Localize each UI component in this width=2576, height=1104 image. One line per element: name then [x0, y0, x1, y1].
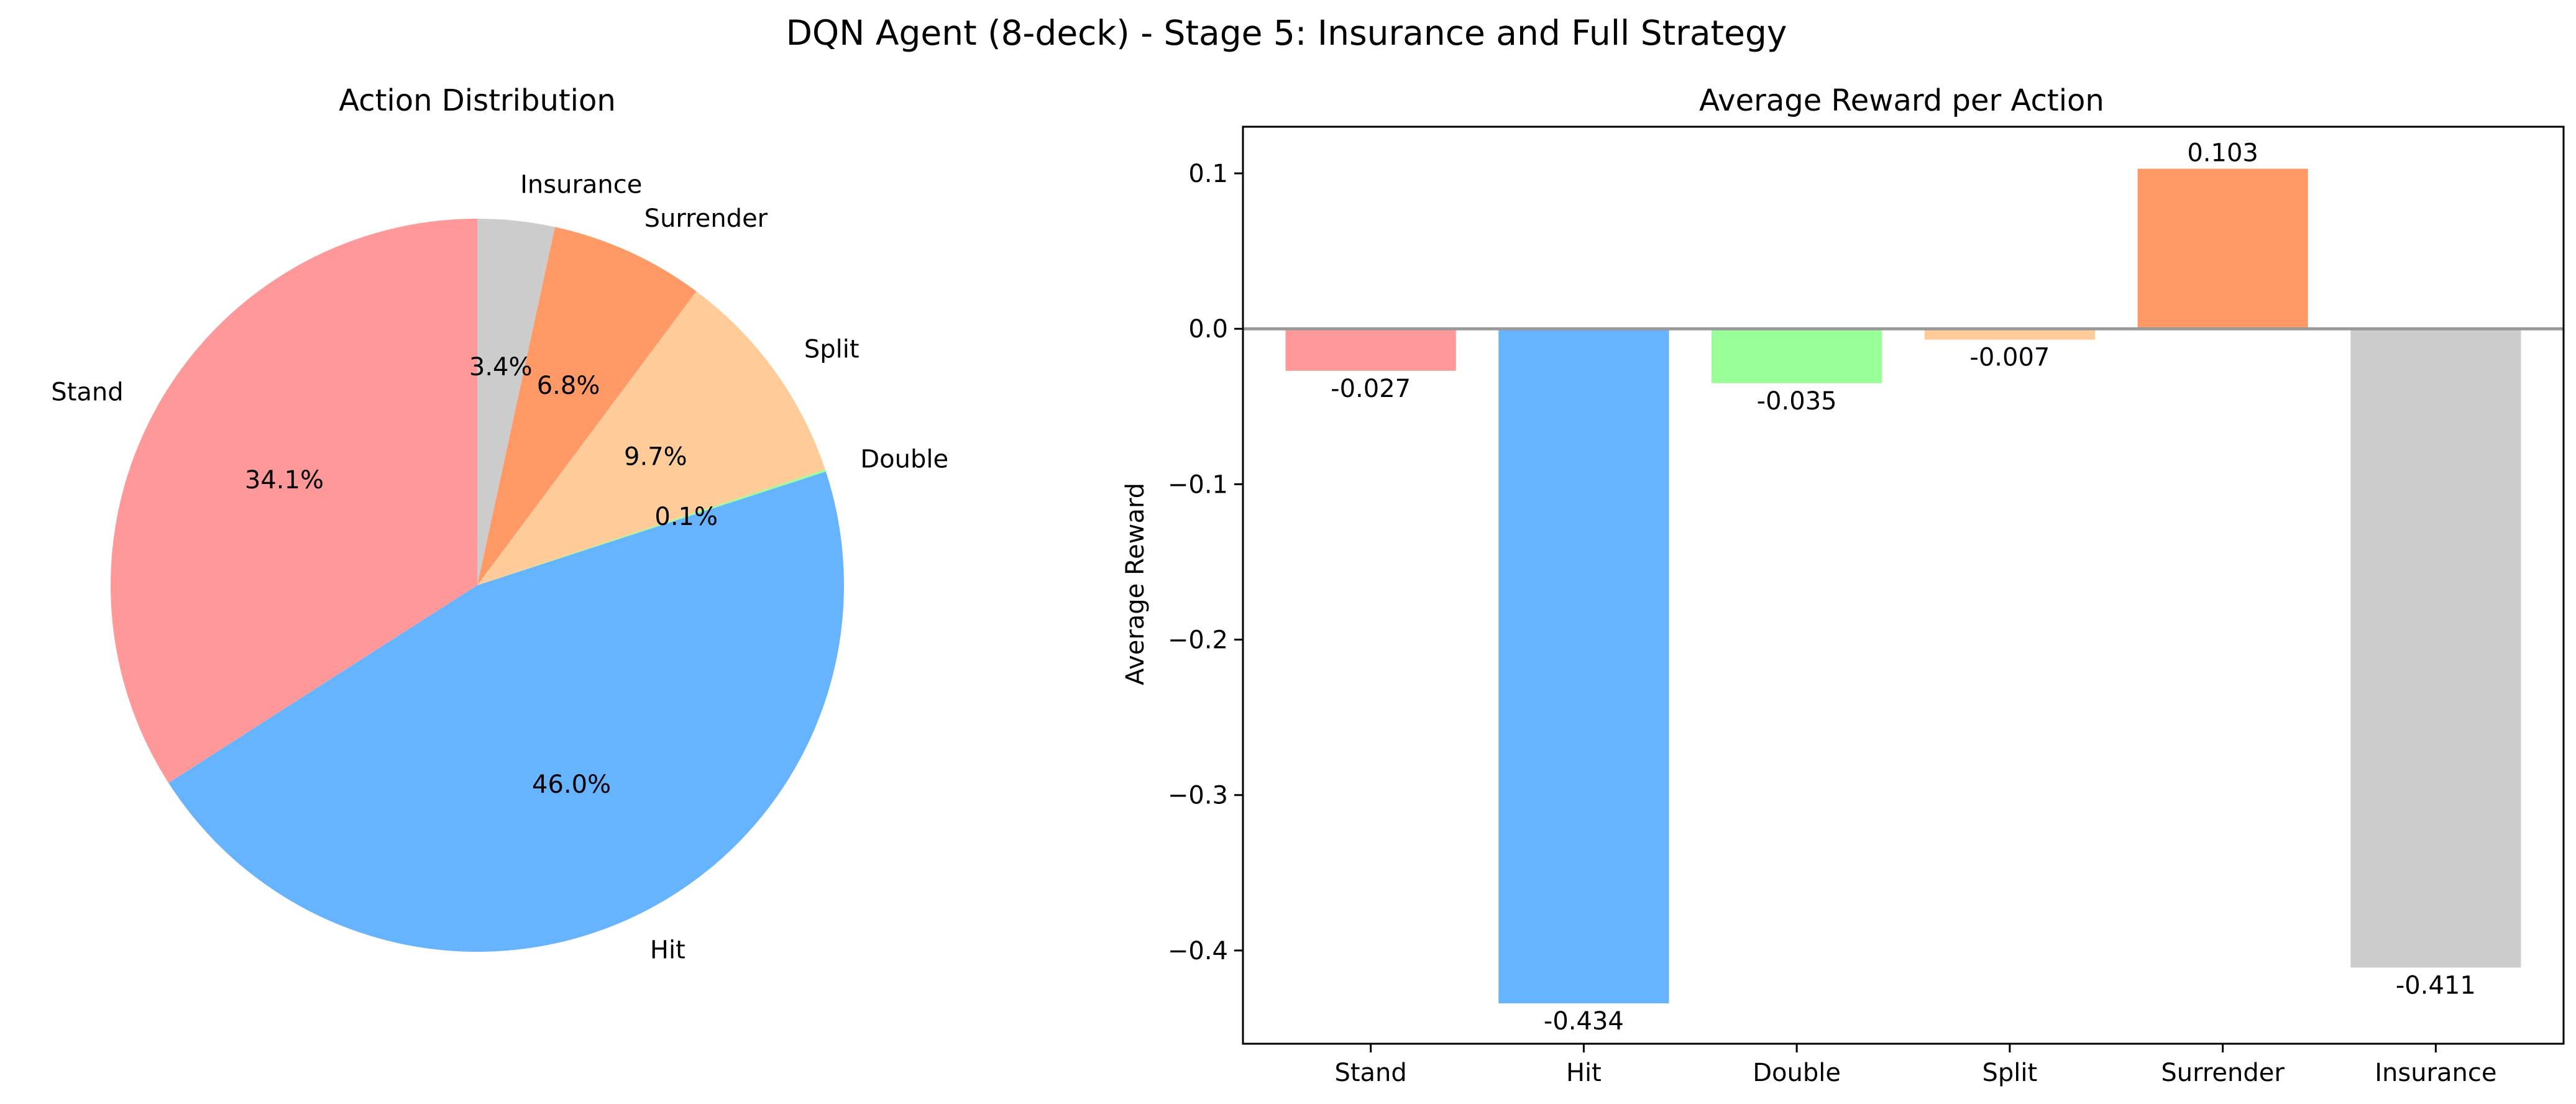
- y-tick-label: 0.1: [1188, 160, 1228, 188]
- bar-chart: Average Reward per Action 0.1 0.0 −0.1 −0.2…: [1121, 83, 2565, 1087]
- pie-slices: [110, 219, 844, 952]
- bar-value-label-insurance: -0.411: [2396, 971, 2476, 1000]
- bar-bars: [1285, 168, 2521, 1003]
- x-tick-label-surrender: Surrender: [2161, 1059, 2285, 1087]
- x-tick-label-stand: Stand: [1334, 1059, 1406, 1087]
- pie-pct-hit: 46.0%: [532, 770, 611, 799]
- pie-slice-split: [477, 291, 825, 585]
- bar-insurance: [2350, 329, 2521, 968]
- y-tick-label: −0.4: [1168, 937, 1228, 965]
- pie-pct-insurance: 3.4%: [469, 353, 533, 381]
- pie-chart: Action Distribution Stand 34.1% Hit 46.0% Do…: [51, 83, 948, 964]
- plot-frame: [1242, 125, 2565, 1045]
- pie-labels: Stand 34.1% Hit 46.0% Double 0.1% Split 9.7% Sur…: [51, 171, 948, 965]
- pie-slice-stand: [110, 219, 477, 783]
- pie-label-hit: Hit: [650, 936, 685, 964]
- y-tick-label: 0.0: [1188, 315, 1228, 344]
- bar-axes: 0.1 0.0 −0.1 −0.2 −0.3 −0.4 Stand Hit Double Spli…: [1168, 125, 2565, 1087]
- pie-slice-hit: [168, 471, 844, 952]
- pie-label-double: Double: [860, 445, 948, 474]
- bar-hit: [1498, 329, 1669, 1003]
- pie-chart-title: Action Distribution: [339, 83, 616, 118]
- pie-pct-split: 9.7%: [624, 443, 687, 472]
- pie-label-surrender: Surrender: [644, 204, 768, 233]
- pie-pct-surrender: 6.8%: [537, 372, 600, 400]
- bar-stand: [1285, 329, 1456, 371]
- pie-slice-double: [477, 469, 826, 585]
- pie-label-insurance: Insurance: [520, 171, 642, 199]
- pie-pct-stand: 34.1%: [245, 466, 324, 495]
- pie-pct-double: 0.1%: [654, 503, 718, 531]
- bar-chart-title: Average Reward per Action: [1699, 83, 2104, 118]
- figure-title: DQN Agent (8-deck) - Stage 5: Insurance …: [786, 13, 1787, 53]
- y-tick-label: −0.3: [1168, 782, 1228, 810]
- bar-value-label-surrender: 0.103: [2187, 139, 2258, 168]
- pie-slice-insurance: [477, 219, 555, 585]
- x-tick-label-hit: Hit: [1566, 1059, 1602, 1087]
- bar-split: [1924, 329, 2095, 340]
- x-tick-label-insurance: Insurance: [2375, 1059, 2496, 1087]
- bar-value-label-stand: -0.027: [1331, 375, 1411, 403]
- y-tick-label: −0.1: [1168, 470, 1228, 499]
- y-tick-label: −0.2: [1168, 626, 1228, 655]
- pie-slice-surrender: [477, 227, 697, 585]
- bar-value-labels: -0.027 -0.434 -0.035 -0.007 0.103 -0.411: [1331, 139, 2476, 1036]
- bar-value-label-split: -0.007: [1969, 344, 2050, 372]
- bar-double: [1712, 329, 1882, 383]
- pie-label-split: Split: [804, 335, 859, 364]
- x-tick-label-split: Split: [1982, 1059, 2038, 1087]
- x-tick-label-double: Double: [1753, 1059, 1841, 1087]
- bar-value-label-hit: -0.434: [1544, 1007, 1624, 1036]
- y-axis-label: Average Reward: [1121, 483, 1150, 685]
- bar-value-label-double: -0.035: [1757, 387, 1837, 416]
- pie-label-stand: Stand: [51, 378, 123, 407]
- bar-surrender: [2137, 168, 2308, 329]
